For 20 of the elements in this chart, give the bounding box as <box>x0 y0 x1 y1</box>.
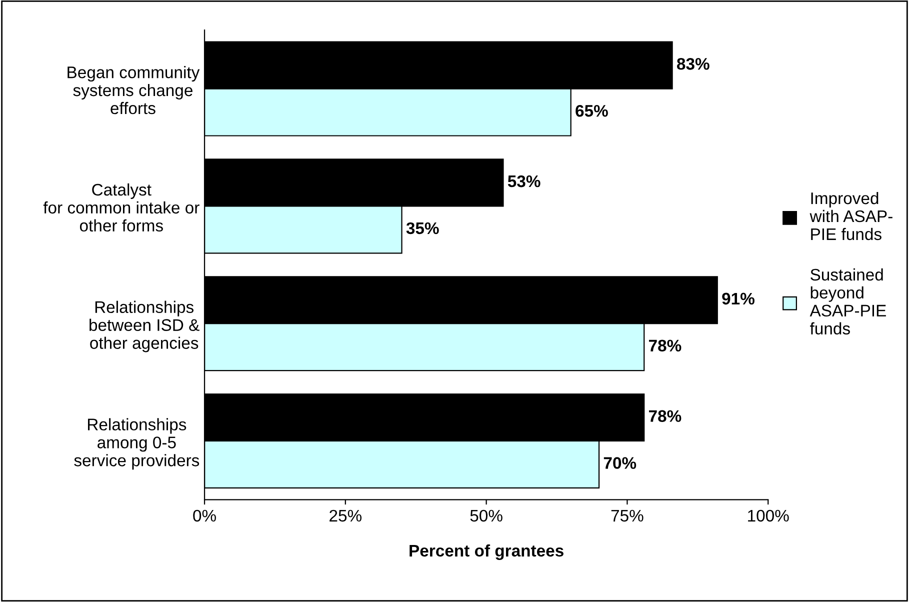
data-label: 78% <box>649 340 682 352</box>
y-tick-label: Relationships between ISD & other agencies <box>90 300 200 352</box>
data-label: 91% <box>722 292 754 305</box>
data-label: 78% <box>649 410 682 422</box>
data-label: 65% <box>576 104 608 117</box>
y-tick-label: Catalyst for common intake or other forms <box>43 183 200 232</box>
x-tick-label: 25% <box>330 510 362 522</box>
y-tick-label: Relationships among 0-5 service providers <box>74 418 200 470</box>
x-axis-title: Percent of grantees <box>410 544 564 560</box>
x-tick-label: 100% <box>748 510 789 522</box>
data-label: 83% <box>676 58 710 70</box>
x-tick-label: 50% <box>470 510 502 522</box>
data-label: 70% <box>604 457 636 469</box>
data-label: 35% <box>406 222 439 234</box>
x-tick-label: 75% <box>611 510 644 522</box>
x-tick-label: 0% <box>193 510 216 522</box>
legend-label: Sustained beyond ASAP-PIE funds <box>810 268 886 334</box>
data-label: 53% <box>508 175 540 188</box>
y-tick-label: Began community systems change efforts <box>68 66 200 114</box>
legend-label: Improved with ASAP- PIE funds <box>810 192 892 240</box>
